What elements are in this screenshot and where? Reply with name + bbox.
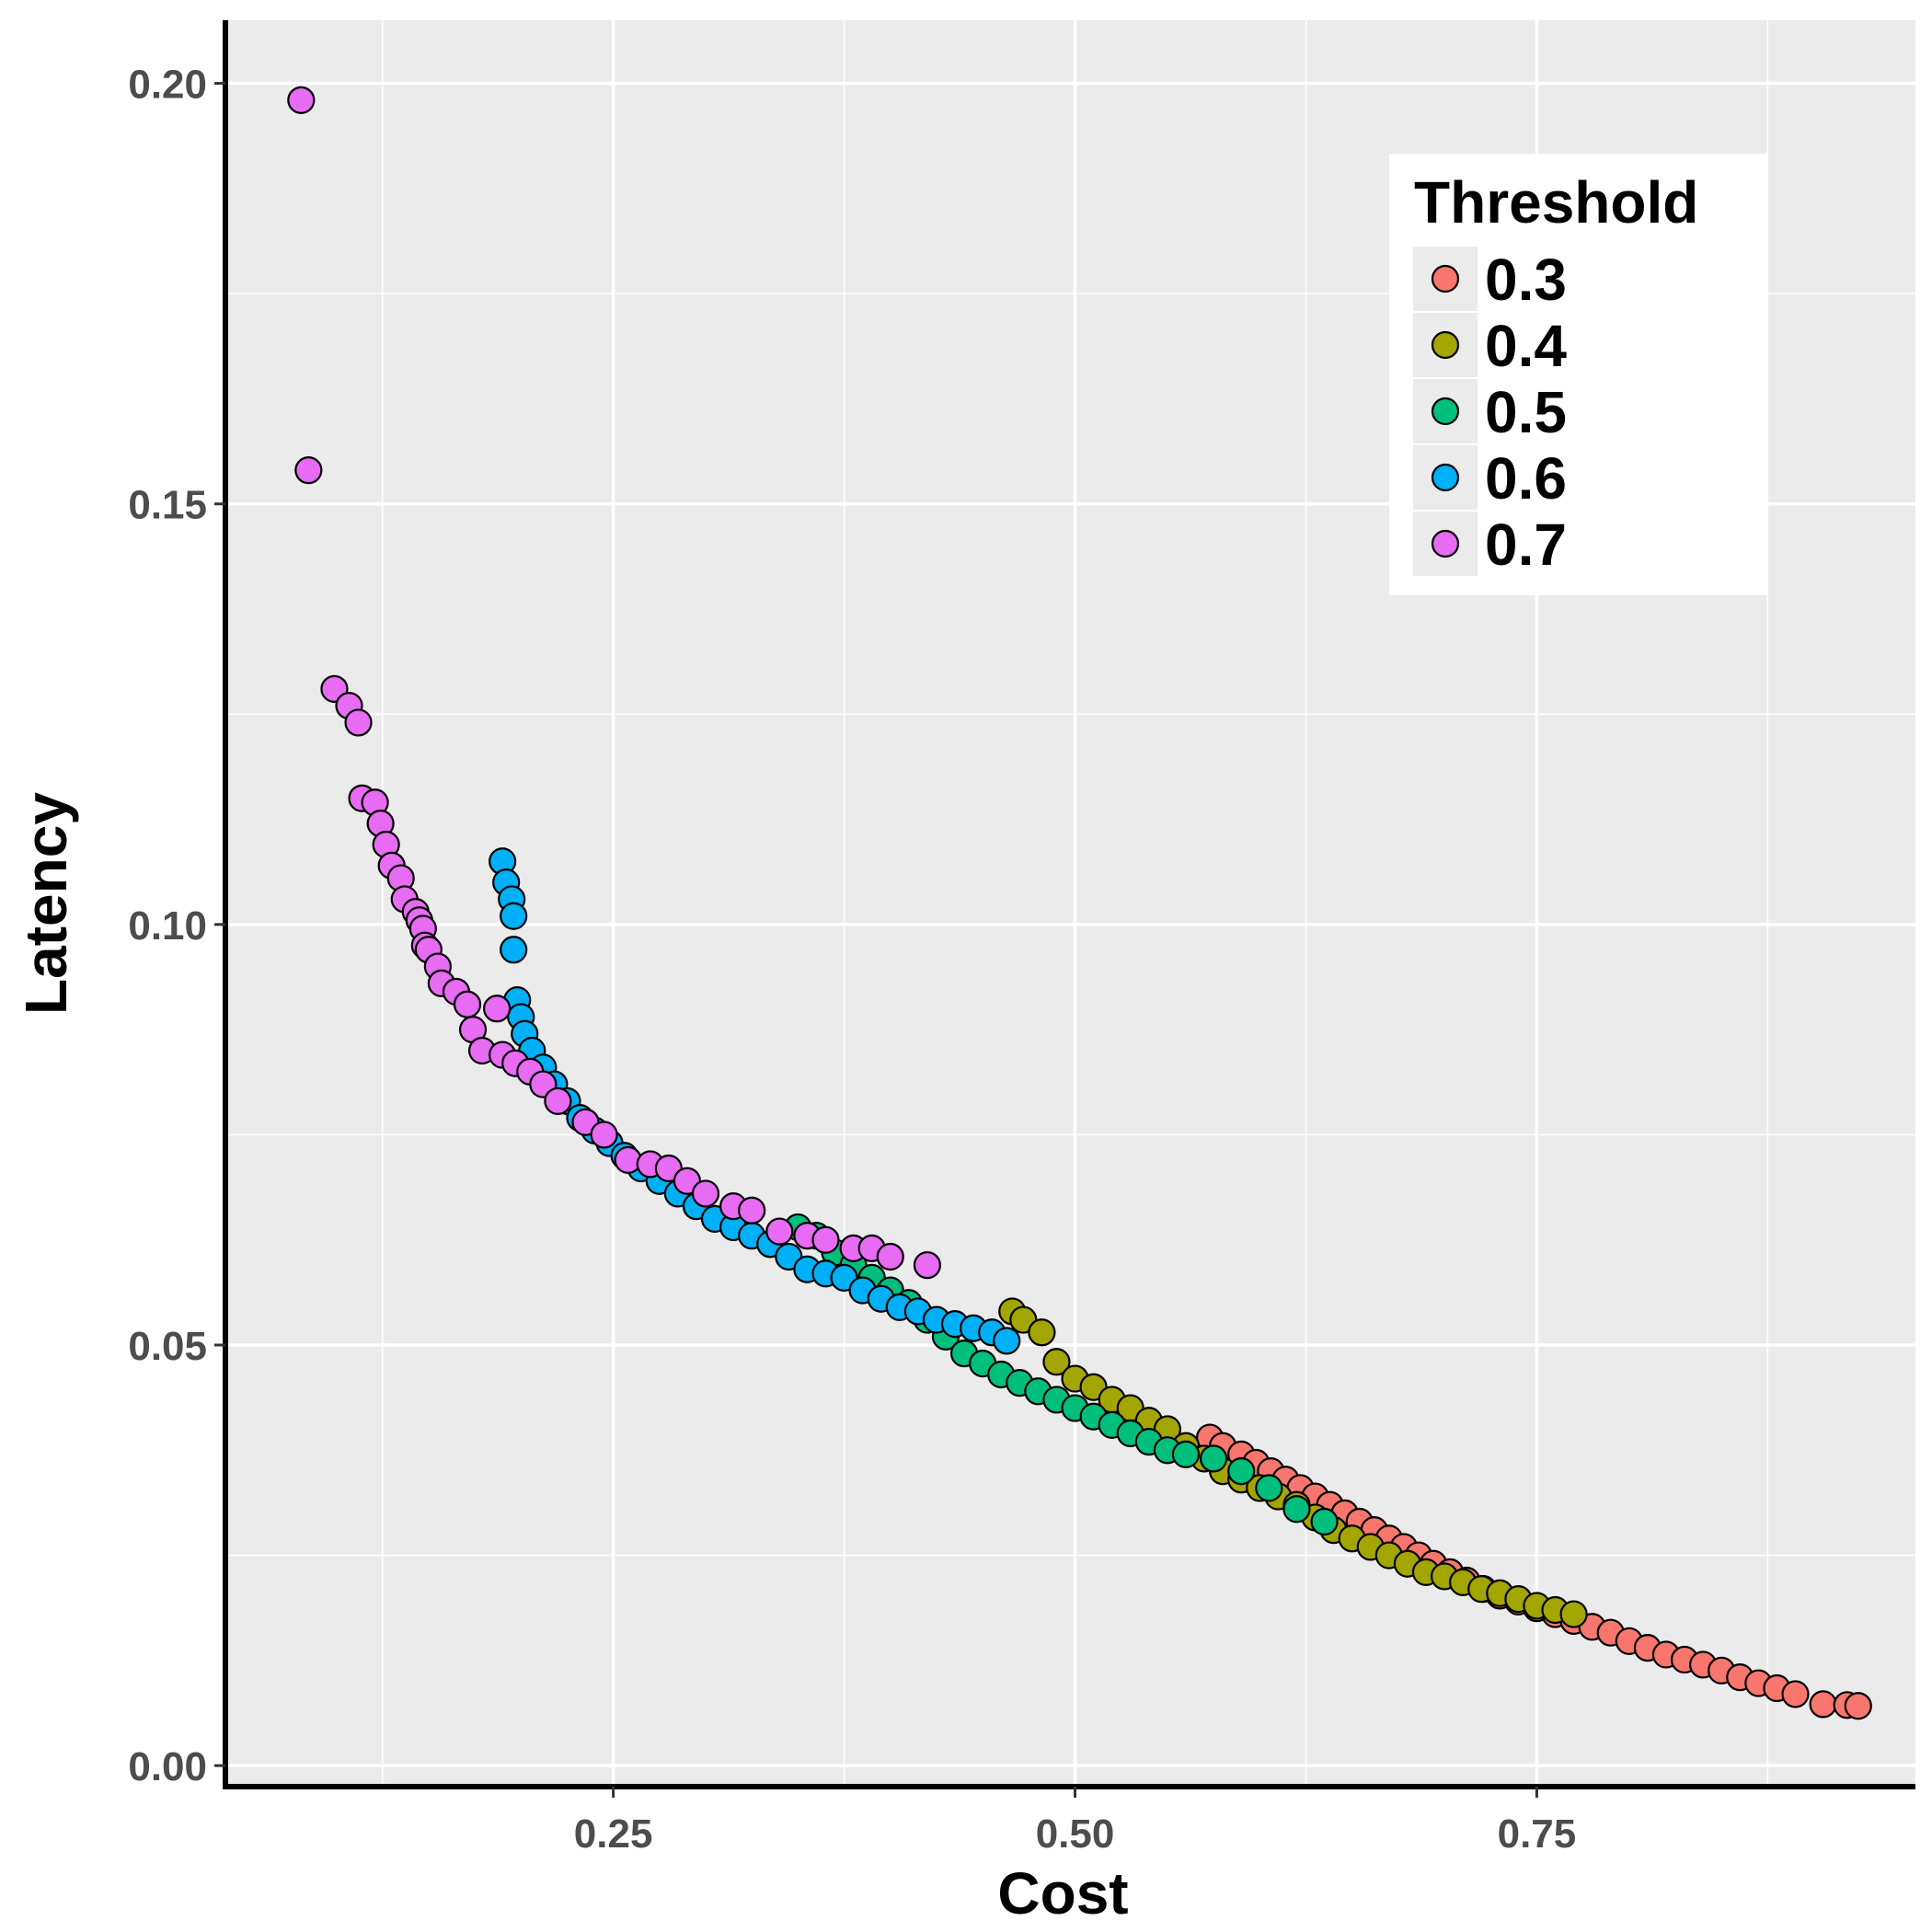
x-tick-label: 0.75 [1498, 1811, 1577, 1857]
point-threshold-0.5 [1282, 1495, 1311, 1524]
point-threshold-0.4 [1559, 1600, 1588, 1628]
point-threshold-0.7 [287, 86, 316, 114]
y-tick-label: 0.00 [128, 1744, 207, 1789]
x-axis-title: Cost [997, 1860, 1128, 1926]
legend-key-point [1431, 330, 1460, 360]
point-threshold-0.7 [344, 708, 373, 737]
x-tick-label: 0.25 [574, 1811, 653, 1857]
legend-key-point [1431, 264, 1460, 293]
point-threshold-0.6 [500, 936, 528, 964]
point-threshold-0.3 [1844, 1692, 1872, 1720]
point-threshold-0.7 [876, 1242, 904, 1271]
axes [223, 20, 1915, 1789]
point-threshold-0.5 [1255, 1474, 1283, 1502]
legend-label: 0.7 [1485, 512, 1567, 578]
legend: Threshold 0.30.40.50.60.7 [1389, 154, 1768, 595]
point-threshold-0.4 [1028, 1318, 1056, 1347]
point-threshold-0.5 [1199, 1444, 1228, 1473]
point-threshold-0.3 [1781, 1680, 1810, 1708]
point-threshold-0.5 [1310, 1507, 1339, 1536]
point-threshold-0.6 [500, 902, 528, 930]
point-threshold-0.6 [993, 1327, 1021, 1355]
x-tick-label: 0.50 [1036, 1811, 1115, 1857]
y-axis-title: Latency [13, 792, 79, 1015]
y-tick-label: 0.05 [128, 1324, 207, 1369]
point-threshold-0.7 [738, 1196, 766, 1225]
point-threshold-0.7 [544, 1087, 572, 1115]
point-threshold-0.7 [913, 1251, 942, 1280]
point-threshold-0.3 [1809, 1690, 1837, 1719]
legend-title: Threshold [1414, 169, 1698, 236]
point-threshold-0.7 [765, 1217, 794, 1246]
point-threshold-0.4 [1042, 1348, 1071, 1376]
point-threshold-0.7 [453, 990, 482, 1018]
legend-items: 0.30.40.50.60.7 [1413, 247, 1567, 578]
y-tick-label: 0.10 [128, 903, 207, 949]
y-tick-label: 0.15 [128, 483, 207, 528]
legend-label: 0.6 [1485, 445, 1567, 512]
legend-key-point [1431, 397, 1460, 426]
legend-key-point [1431, 463, 1460, 492]
legend-label: 0.3 [1485, 247, 1567, 313]
point-threshold-0.5 [1171, 1440, 1201, 1468]
x-axis-ticks: 0.25 0.50 0.75 [574, 1787, 1576, 1857]
y-axis-ticks: 0.00 0.05 0.10 0.15 0.20 [128, 63, 225, 1789]
point-threshold-0.7 [483, 995, 512, 1023]
y-tick-label: 0.20 [128, 63, 207, 108]
data-points [287, 86, 1872, 1720]
point-threshold-0.7 [691, 1179, 720, 1208]
legend-label: 0.5 [1485, 379, 1567, 445]
point-threshold-0.7 [294, 456, 323, 485]
legend-label: 0.4 [1485, 313, 1567, 379]
legend-key-point [1431, 529, 1460, 558]
point-threshold-0.7 [590, 1121, 618, 1149]
point-threshold-0.5 [1227, 1457, 1256, 1486]
point-threshold-0.7 [811, 1225, 840, 1254]
